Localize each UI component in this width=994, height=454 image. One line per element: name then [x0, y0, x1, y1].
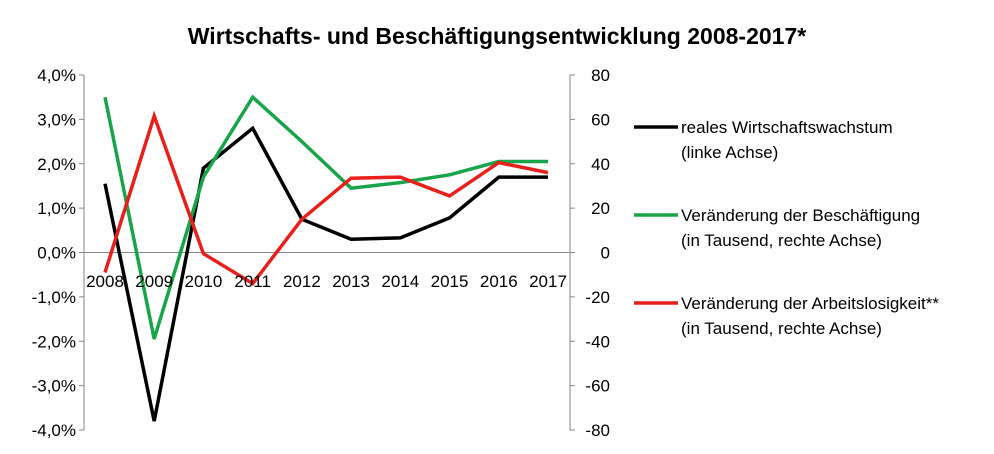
series-line-wirtschaftswachstum: [103, 125, 548, 422]
right-axis-ticks: 80 60 40 20 0 -20 -40 -60 -80: [570, 66, 610, 440]
left-axis-ticks: 4,0% 3,0% 2,0% 1,0% 0,0% -1,0% -2,0% -3,0% -4,0%: [32, 66, 84, 440]
x-tick-label: 2017: [529, 272, 567, 291]
legend-label: Veränderung der Arbeitslosigkeit**: [681, 294, 939, 313]
x-axis-ticks: 2008 2009 2010 2011 2012 2013 2014 2015 2016 2017: [86, 272, 567, 291]
chart-series: [103, 94, 549, 422]
x-tick-label: 2014: [381, 272, 419, 291]
legend-label: Veränderung der Beschäftigung: [681, 206, 920, 225]
x-tick-label: 2010: [185, 272, 223, 291]
x-tick-label: 2008: [86, 272, 124, 291]
x-tick-label: 2011: [234, 272, 271, 291]
x-tick-label: 2013: [332, 272, 370, 291]
chart-title: Wirtschafts- und Beschäftigungsentwicklu…: [188, 23, 806, 49]
left-tick-label: -2,0%: [32, 332, 76, 351]
left-tick-label: 3,0%: [37, 110, 76, 129]
legend-label: reales Wirtschaftswachstum: [681, 118, 893, 137]
right-tick-label: 20: [591, 199, 610, 218]
right-tick-label: -80: [585, 421, 610, 440]
left-tick-label: 1,0%: [37, 199, 76, 218]
x-tick-label: 2009: [135, 272, 173, 291]
left-tick-label: 2,0%: [37, 155, 76, 174]
left-tick-label: -4,0%: [32, 421, 76, 440]
right-tick-label: 40: [591, 155, 610, 174]
legend: reales Wirtschaftswachstum (linke Achse) V…: [634, 118, 939, 338]
left-tick-label: -3,0%: [32, 377, 76, 396]
legend-sublabel: (linke Achse): [681, 143, 778, 162]
right-tick-label: 60: [591, 110, 610, 129]
legend-sublabel: (in Tausend, rechte Achse): [681, 231, 882, 250]
left-tick-label: -1,0%: [32, 288, 76, 307]
right-tick-label: -20: [585, 288, 610, 307]
left-tick-label: 0,0%: [37, 244, 76, 263]
right-tick-label: 0: [601, 244, 610, 263]
series-line-beschaeftigung: [103, 94, 548, 340]
series-line-arbeitslosigkeit: [103, 110, 549, 286]
x-tick-label: 2016: [480, 272, 518, 291]
right-tick-label: -40: [585, 332, 610, 351]
left-tick-label: 4,0%: [37, 66, 76, 85]
x-tick-label: 2015: [431, 272, 469, 291]
right-tick-label: -60: [585, 377, 610, 396]
right-tick-label: 80: [591, 66, 610, 85]
x-tick-label: 2012: [283, 272, 321, 291]
legend-sublabel: (in Tausend, rechte Achse): [681, 319, 882, 338]
